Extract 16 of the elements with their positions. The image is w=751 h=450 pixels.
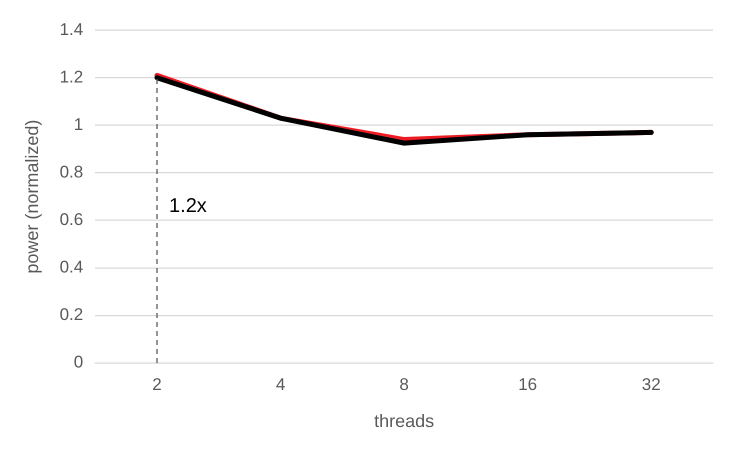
x-tick-label: 16 [518, 374, 538, 394]
y-axis-title: power (normalized) [22, 120, 42, 274]
y-tick-label: 0.6 [60, 210, 84, 230]
y-tick-label: 0.2 [60, 305, 84, 324]
x-tick-label: 2 [152, 374, 162, 394]
y-tick-label: 0.8 [60, 162, 84, 182]
y-tick-label: 1.4 [60, 20, 84, 39]
x-tick-label: 8 [399, 374, 409, 394]
x-tick-label: 32 [642, 374, 661, 394]
x-tick-label: 4 [276, 374, 286, 394]
ref-line-label: 1.2x [169, 195, 207, 218]
y-tick-label: 1 [74, 114, 84, 134]
y-tick-label: 0.4 [60, 258, 84, 277]
y-tick-label: 1.2 [60, 67, 84, 86]
y-tick-label: 0 [74, 352, 84, 372]
x-axis-title: threads [374, 411, 434, 432]
